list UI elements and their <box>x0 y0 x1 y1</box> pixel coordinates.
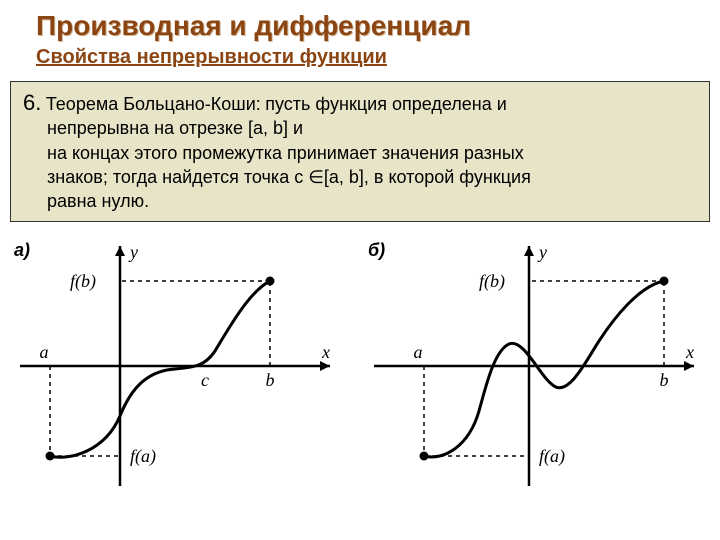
theorem-line2: непрерывна на отрезке [а, b] и <box>23 116 697 140</box>
svg-text:x: x <box>321 342 330 362</box>
page-subtitle: Свойства непрерывности функции <box>0 46 720 77</box>
svg-text:f(b): f(b) <box>479 271 505 292</box>
svg-text:a: a <box>40 342 49 362</box>
theorem-line3: на концах этого промежутка принимает зна… <box>23 141 697 165</box>
svg-text:y: y <box>128 242 138 262</box>
svg-text:f(b): f(b) <box>70 271 96 292</box>
theorem-number: 6. <box>23 90 41 115</box>
chart-b-label: б) <box>368 240 385 261</box>
svg-text:b: b <box>266 370 275 390</box>
chart-b-wrap: б) y x a b f(b) f(a) <box>364 236 710 496</box>
theorem-name: Теорема Больцано-Коши: <box>46 94 261 114</box>
theorem-box: 6. Теорема Больцано-Коши: пусть функция … <box>10 81 710 222</box>
chart-a: y x a b c f(b) f(a) <box>10 236 350 496</box>
svg-text:f(a): f(a) <box>539 446 565 467</box>
charts-row: а) y x a b c f(b) f(a) б) y x a b f(b) f(a) <box>0 230 720 502</box>
theorem-line1: пусть функция определена и <box>265 94 507 114</box>
svg-text:c: c <box>201 370 209 390</box>
chart-a-wrap: а) y x a b c f(b) f(a) <box>10 236 356 496</box>
svg-text:f(a): f(a) <box>130 446 156 467</box>
theorem-line4: знаков; тогда найдется точка с ∈[а, b], … <box>23 165 697 189</box>
theorem-line5: равна нулю. <box>23 189 697 213</box>
chart-b: y x a b f(b) f(a) <box>364 236 704 496</box>
svg-text:b: b <box>660 370 669 390</box>
page-title: Производная и дифференциал <box>0 0 720 46</box>
svg-text:a: a <box>414 342 423 362</box>
chart-a-label: а) <box>14 240 30 261</box>
svg-text:x: x <box>685 342 694 362</box>
svg-text:y: y <box>537 242 547 262</box>
